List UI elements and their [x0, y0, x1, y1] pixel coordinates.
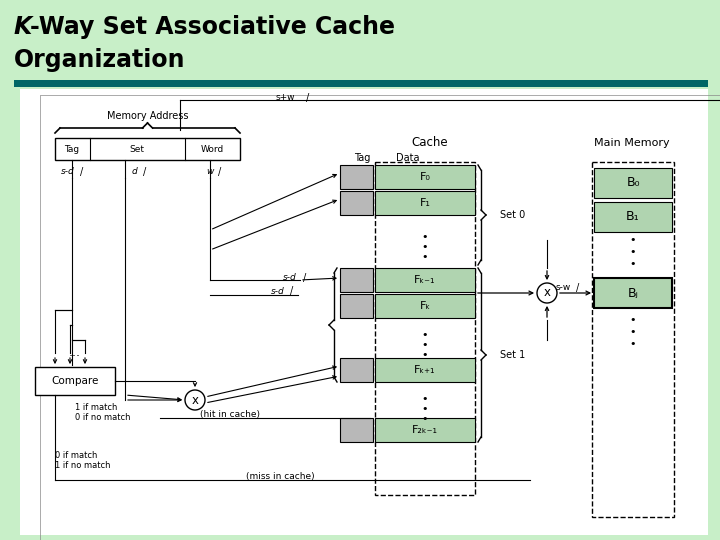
Text: /: /	[218, 167, 221, 177]
Text: Fₖ₋₁: Fₖ₋₁	[414, 275, 436, 285]
Text: •: •	[422, 252, 428, 262]
Text: K: K	[14, 15, 32, 39]
Text: F₀: F₀	[420, 172, 431, 182]
Text: •: •	[422, 394, 428, 404]
Text: •: •	[630, 235, 636, 245]
Bar	[340, 191, 373, 215]
Text: /: /	[290, 286, 294, 296]
Text: •: •	[422, 330, 428, 340]
Text: •: •	[422, 232, 428, 242]
Bar	[340, 358, 373, 382]
Text: Fₖ: Fₖ	[420, 301, 431, 311]
Text: •: •	[630, 315, 636, 325]
Text: •: •	[630, 259, 636, 269]
Text: •: •	[630, 339, 636, 349]
Bar	[594, 202, 672, 232]
Text: 0 if no match: 0 if no match	[75, 413, 130, 422]
Bar	[340, 294, 373, 318]
Bar	[375, 418, 475, 442]
Text: w: w	[206, 167, 213, 177]
Text: •: •	[422, 340, 428, 350]
Text: s+w: s+w	[275, 93, 294, 103]
Text: Main Memory: Main Memory	[594, 138, 670, 148]
Text: /: /	[80, 167, 83, 177]
Text: 0 if match: 0 if match	[55, 450, 97, 460]
Text: Word: Word	[200, 145, 224, 153]
Bar	[594, 278, 672, 308]
Text: F₂ₖ₋₁: F₂ₖ₋₁	[412, 425, 438, 435]
Bar	[35, 367, 115, 395]
Text: •: •	[630, 327, 636, 337]
Text: (miss in cache): (miss in cache)	[246, 471, 315, 481]
Bar	[375, 358, 475, 382]
Text: B₀: B₀	[626, 177, 640, 190]
Bar	[375, 268, 475, 292]
Text: -Way Set Associative Cache: -Way Set Associative Cache	[30, 15, 395, 39]
Text: /: /	[307, 93, 310, 103]
Text: F₁: F₁	[420, 198, 431, 208]
Text: ...: ...	[69, 347, 81, 360]
Bar	[375, 165, 475, 189]
Bar	[55, 138, 240, 160]
Text: •: •	[630, 247, 636, 257]
Text: s-d: s-d	[271, 287, 285, 295]
Text: /: /	[303, 273, 307, 283]
Text: Compare: Compare	[51, 376, 99, 386]
Text: Cache: Cache	[412, 137, 449, 150]
Bar	[340, 268, 373, 292]
Text: Set 1: Set 1	[500, 350, 526, 360]
Text: Tag: Tag	[354, 153, 370, 163]
Bar	[592, 162, 674, 517]
Text: •: •	[422, 350, 428, 360]
Text: x: x	[544, 287, 551, 300]
Bar	[375, 294, 475, 318]
Text: s-d: s-d	[283, 273, 297, 282]
Bar	[375, 191, 475, 215]
Text: Fₖ₊₁: Fₖ₊₁	[414, 365, 436, 375]
Text: s-w: s-w	[555, 284, 571, 293]
Text: Set: Set	[130, 145, 145, 153]
Text: Bⱼ: Bⱼ	[628, 287, 639, 300]
Text: Tag: Tag	[64, 145, 80, 153]
Text: •: •	[422, 414, 428, 424]
Text: Organization: Organization	[14, 48, 186, 72]
Text: B₁: B₁	[626, 211, 640, 224]
Text: s-d: s-d	[60, 167, 74, 177]
Text: (hit in cache): (hit in cache)	[200, 410, 260, 420]
Text: •: •	[422, 242, 428, 252]
Text: •: •	[422, 404, 428, 414]
Text: /: /	[577, 283, 580, 293]
Bar	[340, 418, 373, 442]
Bar	[20, 89, 708, 535]
Bar	[375, 162, 475, 495]
Bar	[594, 168, 672, 198]
Text: x: x	[192, 394, 199, 407]
Text: Set 0: Set 0	[500, 210, 526, 220]
Bar	[14, 80, 708, 87]
Circle shape	[537, 283, 557, 303]
Text: /: /	[143, 167, 146, 177]
Bar	[340, 165, 373, 189]
Bar	[40, 95, 720, 540]
Text: 1 if no match: 1 if no match	[55, 461, 110, 469]
Text: Data: Data	[396, 153, 420, 163]
Text: 1 if match: 1 if match	[75, 402, 117, 411]
Circle shape	[185, 390, 205, 410]
Text: Memory Address: Memory Address	[107, 111, 188, 121]
Text: d: d	[132, 167, 138, 177]
